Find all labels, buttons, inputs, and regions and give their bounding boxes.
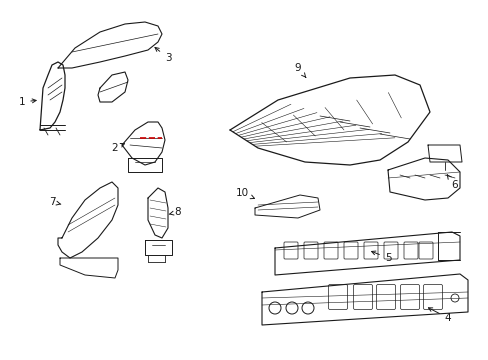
- Text: 7: 7: [49, 197, 61, 207]
- Text: 2: 2: [111, 143, 124, 153]
- Text: 4: 4: [427, 308, 450, 323]
- Text: 5: 5: [371, 251, 390, 263]
- Text: 6: 6: [446, 175, 457, 190]
- Text: 3: 3: [155, 48, 171, 63]
- Text: 10: 10: [235, 188, 254, 199]
- Text: 8: 8: [169, 207, 181, 217]
- Text: 1: 1: [19, 97, 36, 107]
- Text: 9: 9: [294, 63, 305, 77]
